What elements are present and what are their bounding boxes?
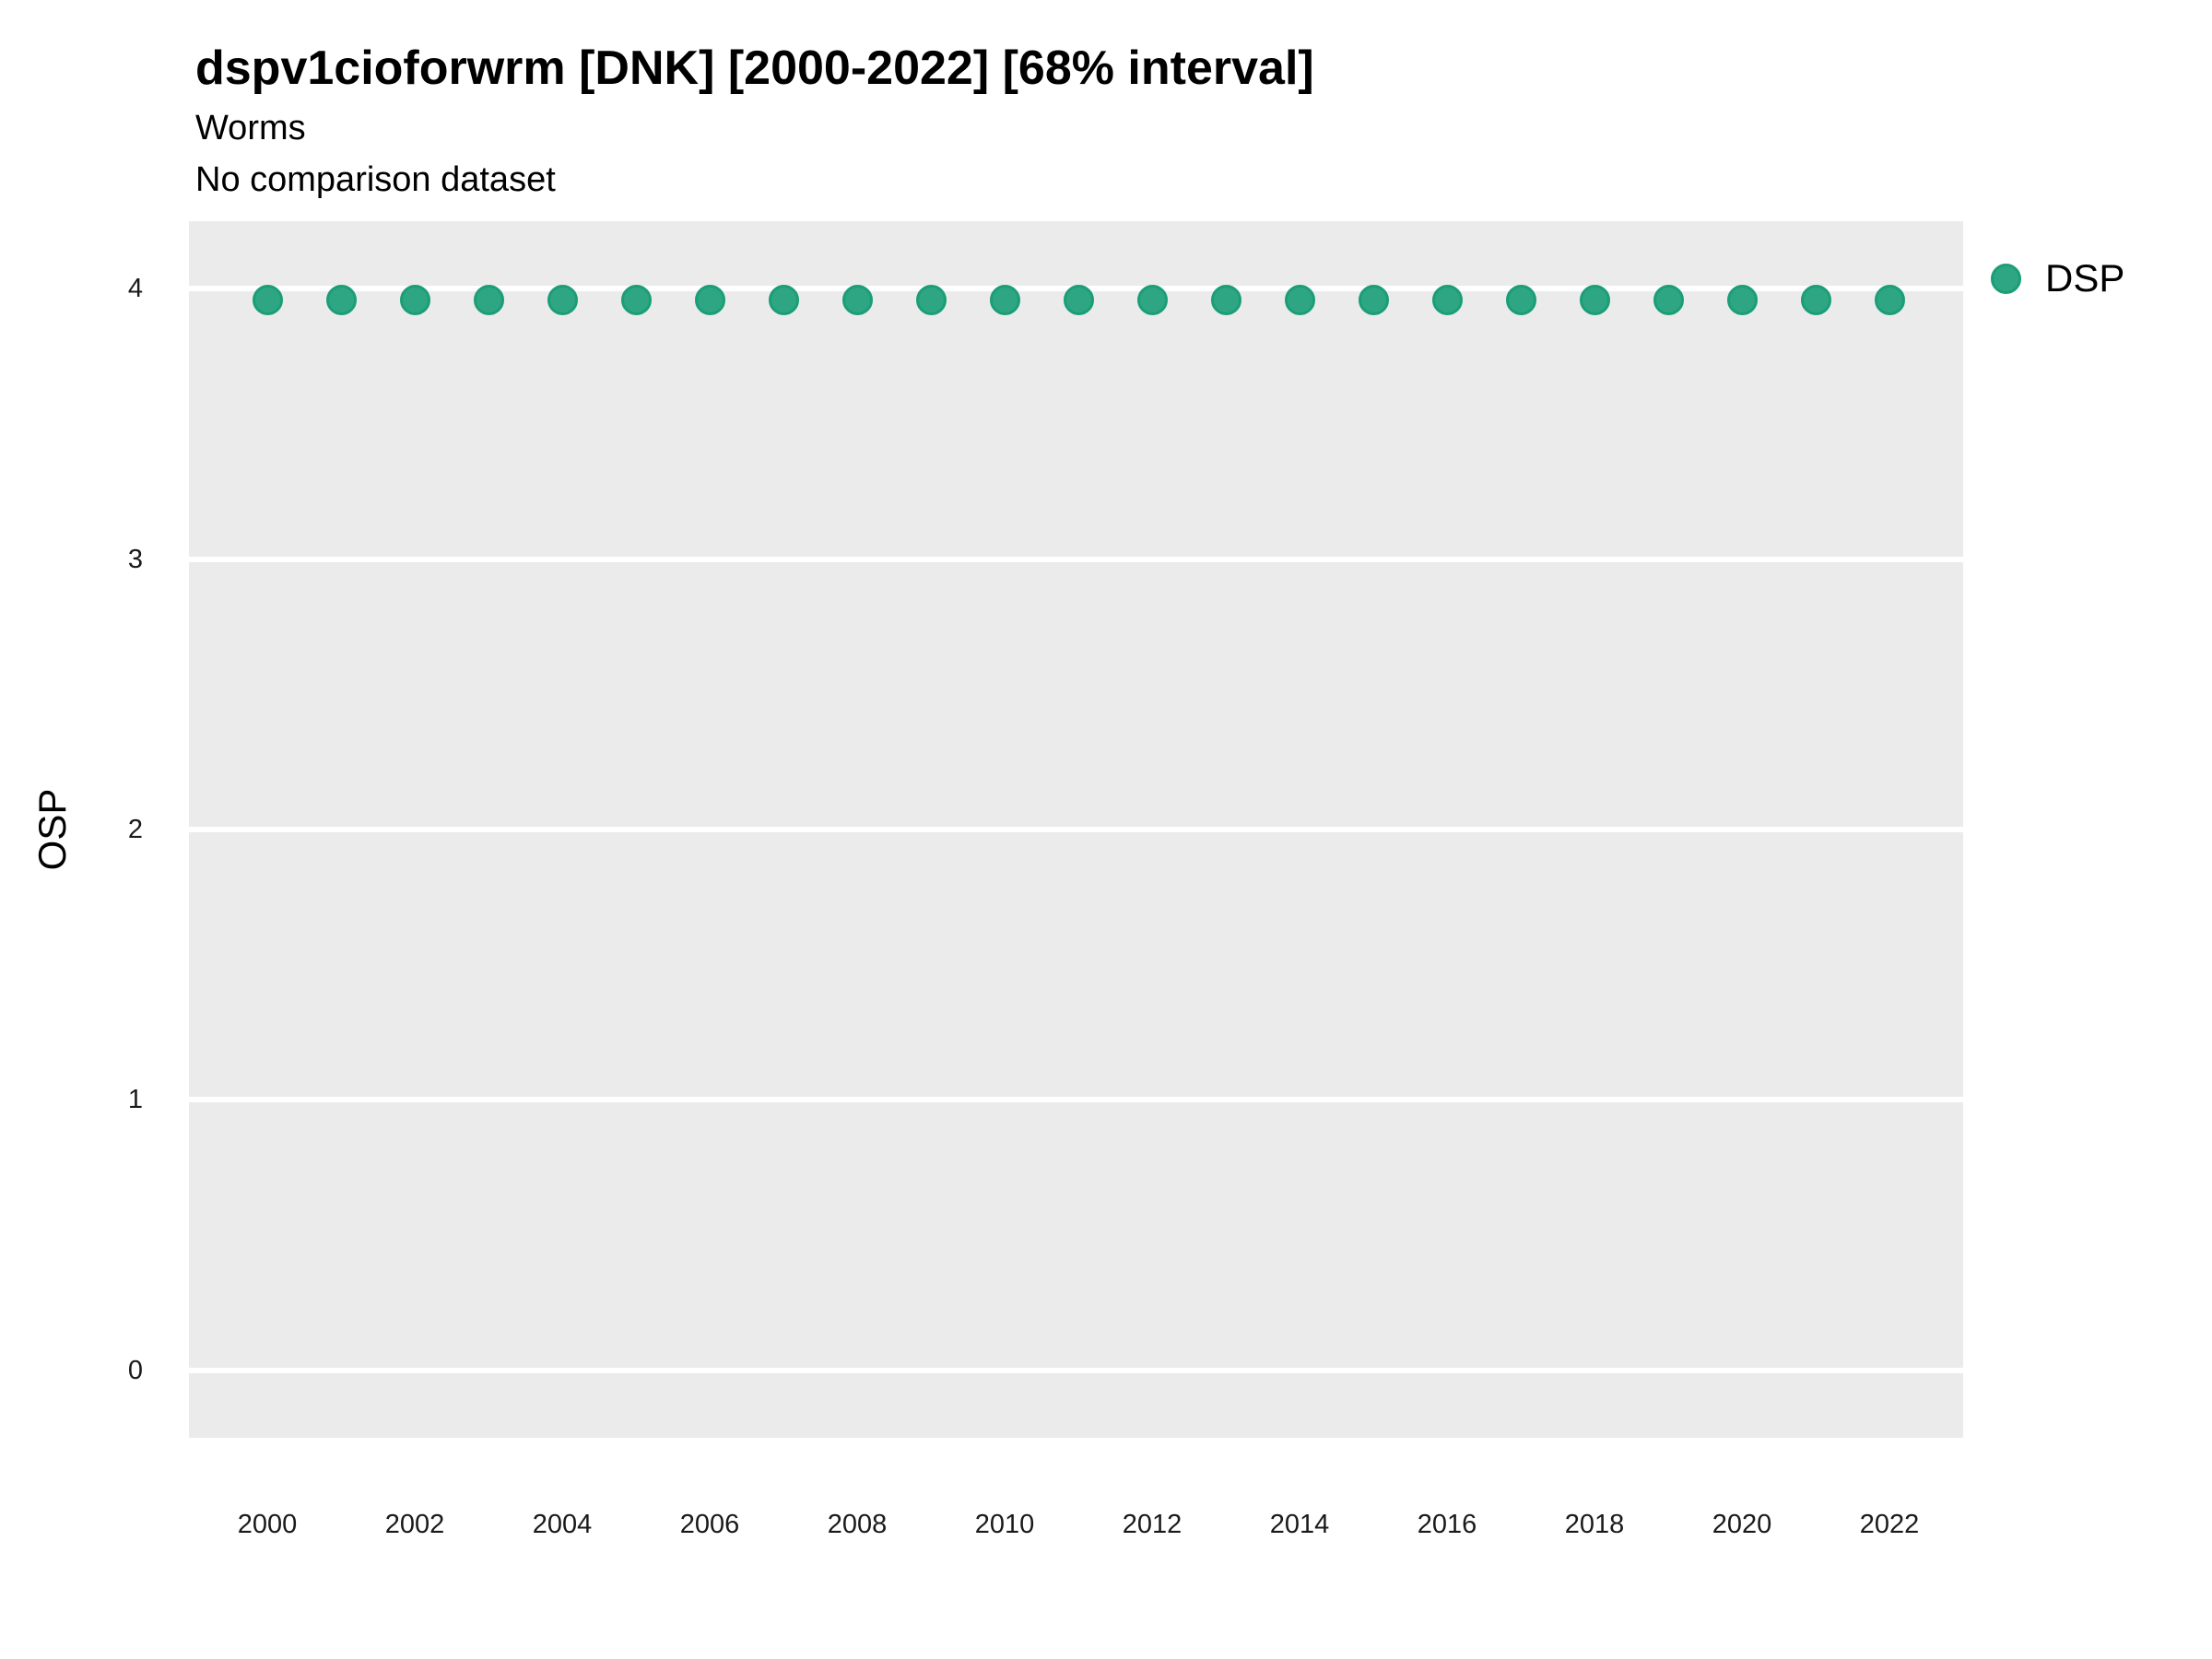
data-point-dsp-2013[interactable] [1210,284,1241,315]
x-tick-label-2002: 2002 [384,1510,445,1539]
data-point-dsp-2017[interactable] [1505,284,1536,315]
y-tick-label-0: 0 [127,1355,143,1385]
chart-title: dspv1cioforwrm [DNK] [2000-2022] [68% in… [195,41,1314,95]
gridline-y-3 [189,556,1963,562]
gridline-y-0 [189,1367,1963,1373]
x-tick-label-2012: 2012 [1122,1510,1182,1539]
legend-item-label: DSP [2045,256,2125,300]
gridline-y-1 [189,1097,1963,1103]
data-point-dsp-2020[interactable] [1726,284,1758,315]
data-point-dsp-2018[interactable] [1579,284,1610,315]
data-point-dsp-2009[interactable] [915,284,947,315]
x-tick-label-2010: 2010 [974,1510,1035,1539]
data-point-dsp-2011[interactable] [1063,284,1094,315]
y-axis-title: OSP [30,788,74,871]
x-tick-label-2018: 2018 [1564,1510,1625,1539]
chart-subtitle: Worms [195,109,306,147]
data-point-dsp-2021[interactable] [1800,284,1831,315]
data-point-dsp-2008[interactable] [841,284,873,315]
y-tick-label-4: 4 [127,274,143,304]
data-point-dsp-2004[interactable] [547,284,578,315]
x-tick-label-2020: 2020 [1712,1510,1772,1539]
legend-marker-circle-icon [1991,263,2021,294]
data-point-dsp-2010[interactable] [989,284,1020,315]
y-tick-label-2: 2 [127,815,143,844]
data-point-dsp-2015[interactable] [1358,284,1389,315]
data-point-dsp-2012[interactable] [1136,284,1168,315]
data-point-dsp-2000[interactable] [252,284,283,315]
comparison-note: No comparison dataset [195,160,556,199]
x-tick-label-2016: 2016 [1417,1510,1477,1539]
gridline-y-2 [189,827,1963,832]
y-tick-label-1: 1 [127,1085,143,1115]
data-point-dsp-2014[interactable] [1284,284,1315,315]
data-point-dsp-2002[interactable] [399,284,430,315]
x-tick-label-2014: 2014 [1269,1510,1330,1539]
x-tick-label-2004: 2004 [532,1510,593,1539]
data-point-dsp-2022[interactable] [1874,284,1905,315]
data-point-dsp-2006[interactable] [694,284,725,315]
data-point-dsp-2007[interactable] [768,284,799,315]
data-point-dsp-2019[interactable] [1653,284,1684,315]
data-point-dsp-2003[interactable] [473,284,504,315]
x-tick-label-2008: 2008 [827,1510,888,1539]
data-point-dsp-2005[interactable] [620,284,652,315]
legend[interactable]: DSP [1991,256,2124,300]
plot-area [189,221,1963,1438]
x-tick-label-2022: 2022 [1859,1510,1920,1539]
y-tick-label-3: 3 [127,544,143,574]
data-point-dsp-2016[interactable] [1431,284,1463,315]
x-tick-label-2000: 2000 [237,1510,298,1539]
data-point-dsp-2001[interactable] [325,284,357,315]
x-tick-label-2006: 2006 [679,1510,740,1539]
